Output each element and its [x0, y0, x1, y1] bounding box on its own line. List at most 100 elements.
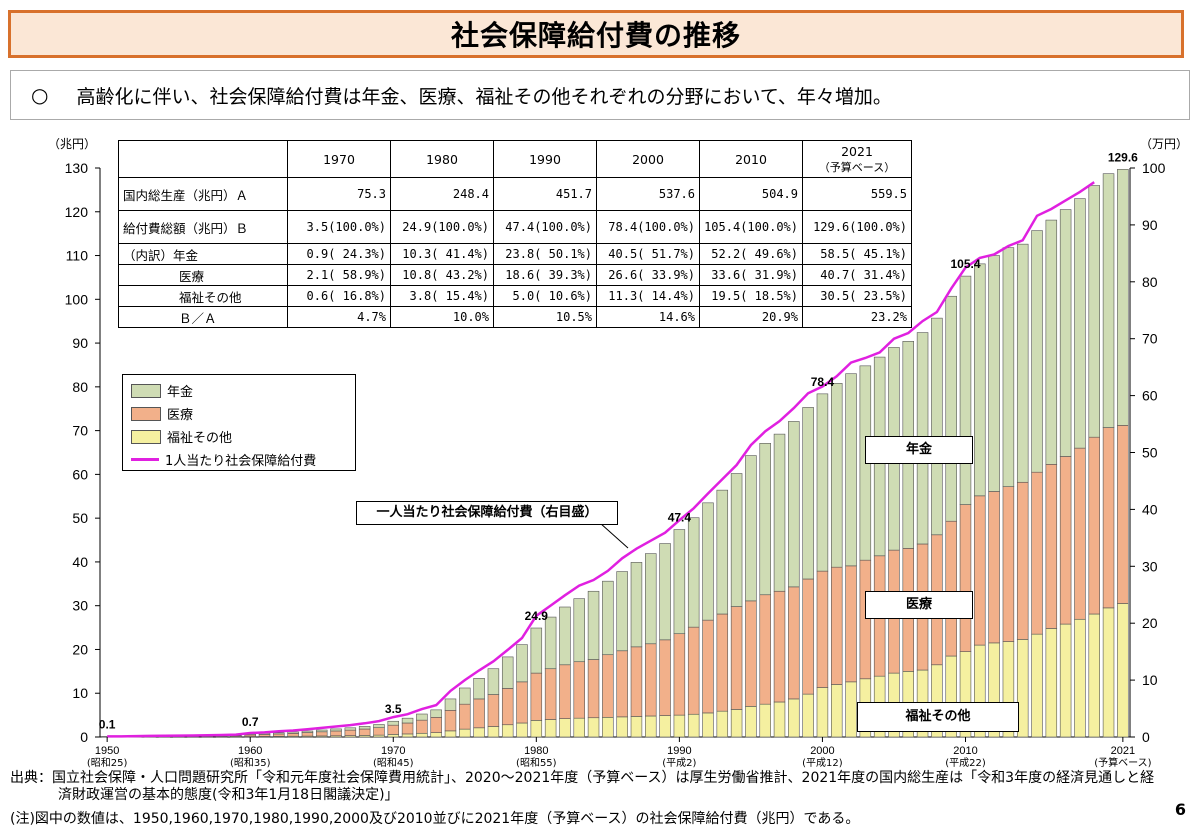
bar-segment	[315, 731, 328, 737]
bar-segment	[816, 393, 829, 572]
bar-segment	[1102, 173, 1115, 428]
left-tick-label: 130	[65, 160, 89, 176]
bar-segment	[773, 701, 786, 738]
table-cell: 23.2%	[802, 306, 912, 328]
bar-segment	[716, 613, 729, 712]
bar-segment	[602, 717, 614, 738]
bar-segment	[501, 724, 514, 738]
bullet-icon: ○	[31, 83, 49, 107]
bar-segment	[659, 543, 671, 641]
bar-segment	[816, 570, 829, 688]
legend-swatch	[131, 383, 161, 398]
bar-segment	[959, 275, 972, 505]
bar-segment	[473, 727, 485, 738]
right-tick-label: 100	[1142, 160, 1166, 176]
table-cell: 40.5( 51.7%)	[596, 243, 700, 265]
bar-segment	[659, 639, 671, 716]
table-row: 給付費総額（兆円）Ｂ 3.5(100.0%) 24.9(100.0%) 47.4…	[118, 210, 912, 244]
bar-segment	[616, 571, 628, 652]
bar-segment	[530, 720, 543, 738]
value-label: 0.7	[242, 715, 259, 729]
table-cell: 14.6%	[596, 306, 700, 328]
col-2021-note: （予算ベース）	[818, 160, 896, 174]
bar-segment	[330, 728, 342, 732]
table-cell: 58.5( 45.1%)	[802, 243, 912, 265]
bar-segment	[1031, 230, 1043, 473]
table-cell: 5.0( 10.6%)	[493, 285, 597, 307]
bar-segment	[401, 733, 414, 738]
bar-segment	[630, 646, 643, 717]
value-label: 129.6	[1108, 150, 1138, 164]
callout-per-capita: 一人当たり社会保障給付費（右目盛）	[356, 501, 618, 525]
col-2000: 2000	[596, 140, 700, 178]
bar-segment	[573, 717, 585, 738]
table-cell: 10.3( 41.4%)	[390, 243, 494, 265]
table-header-row: 1970 1980 1990 2000 2010 2021 （予算ベース）	[118, 140, 912, 178]
table-corner	[118, 140, 288, 178]
x-tick-label: 2000	[810, 745, 834, 757]
bar-segment	[802, 407, 814, 580]
legend-item-fukushi: 福祉その他	[131, 427, 232, 446]
table-cell: 129.6(100.0%)	[802, 210, 912, 244]
bar-segment	[773, 433, 786, 592]
x-tick-label: 1960	[238, 745, 262, 757]
bar-segment	[401, 717, 414, 724]
source-line-2: 済財政運営の基本的態度(令和3年1月18日閣議決定)」	[58, 787, 399, 803]
bar-segment	[602, 580, 614, 656]
legend-swatch	[131, 406, 161, 421]
x-tick-label: 1970	[381, 745, 405, 757]
table-cell: 23.8( 50.1%)	[493, 243, 597, 265]
chart-legend: 年金 医療 福祉その他 1人当たり社会保障給付費	[122, 374, 356, 471]
bar-segment	[459, 728, 471, 738]
x-tick-sublabel: (平成12)	[802, 757, 843, 769]
bar-segment	[430, 732, 442, 738]
table-cell: 24.9(100.0%)	[390, 210, 494, 244]
bar-segment	[1074, 447, 1086, 620]
bar-segment	[1016, 243, 1029, 483]
bar-segment	[516, 722, 528, 738]
bar-segment	[1031, 633, 1043, 738]
bar-segment	[759, 594, 771, 705]
callout-pointer	[599, 522, 629, 549]
bar-segment	[830, 566, 843, 685]
col-1990: 1990	[493, 140, 597, 178]
bar-segment	[988, 255, 1000, 492]
legend-swatch	[131, 429, 161, 444]
left-tick-label: 70	[72, 423, 88, 439]
table-cell: 2.1( 58.9%)	[287, 264, 391, 286]
page-number: 6	[1174, 800, 1186, 819]
bar-segment	[459, 703, 471, 730]
value-label: 0.1	[99, 718, 116, 732]
bar-segment	[730, 606, 743, 710]
bar-segment	[616, 650, 628, 718]
bar-segment	[1045, 219, 1058, 465]
bar-segment	[544, 616, 557, 670]
bar-segment	[1102, 427, 1115, 609]
bar-segment	[1088, 436, 1100, 615]
bar-segment	[673, 714, 686, 738]
bar-segment	[931, 317, 943, 536]
x-tick-sublabel: (昭和45)	[373, 757, 414, 769]
bar-segment	[716, 710, 729, 738]
left-tick-label: 110	[66, 248, 89, 264]
row-label: 福祉その他	[118, 285, 288, 307]
callout-iryo: 医療	[865, 591, 973, 619]
bar-segment	[287, 733, 299, 737]
right-tick-label: 10	[1142, 672, 1158, 688]
left-tick-label: 120	[65, 204, 89, 220]
bar-segment	[773, 590, 786, 703]
left-tick-label: 10	[72, 685, 88, 701]
bar-segment	[1002, 486, 1015, 642]
source-line-1: 出典：国立社会保障・人口問題研究所「令和元年度社会保障費用統計」、2020～20…	[10, 770, 1155, 786]
legend-line	[131, 458, 159, 461]
left-tick-label: 100	[65, 291, 89, 307]
table-row: Ｂ／Ａ 4.7% 10.0% 10.5% 14.6% 20.9% 23.2%	[118, 306, 912, 328]
summary-text: 高齢化に伴い、社会保障給付費は年金、医療、福祉その他それぞれの分野において、年々…	[76, 85, 892, 108]
legend-item-per-capita: 1人当たり社会保障給付費	[131, 450, 316, 469]
x-tick-label: 1950	[95, 745, 119, 757]
bar-segment	[573, 661, 585, 719]
bar-segment	[430, 709, 442, 718]
bar-segment	[559, 606, 571, 666]
x-tick-label: 1980	[524, 745, 548, 757]
benefit-chart: 0 10 20 30 40 50 60 70 80 90 100 110 120 130 （兆円） 0 10 20…	[48, 137, 1188, 769]
